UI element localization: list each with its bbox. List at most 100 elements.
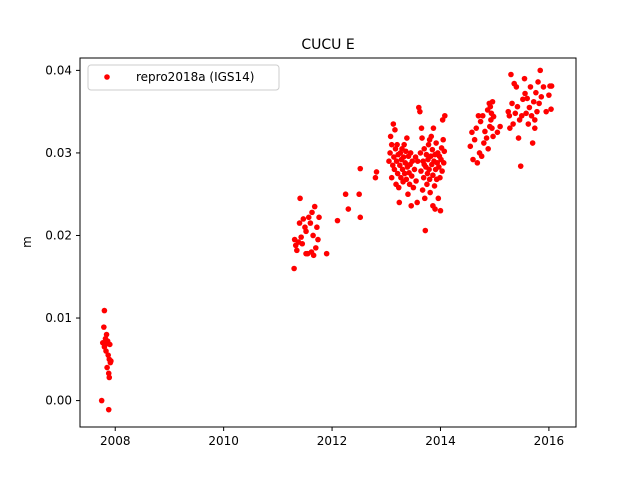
data-point xyxy=(410,184,417,191)
data-point xyxy=(386,158,392,164)
data-point xyxy=(403,176,410,183)
data-point xyxy=(426,166,432,173)
data-point xyxy=(407,150,414,156)
data-point xyxy=(513,84,520,90)
y-tick-label: 0.01 xyxy=(45,311,72,325)
data-point xyxy=(307,220,314,226)
data-point xyxy=(101,324,107,330)
y-axis: 0.00 0.01 0.02 0.03 0.04 xyxy=(45,63,80,408)
data-point xyxy=(372,174,379,181)
data-point xyxy=(529,140,536,146)
data-point xyxy=(422,227,429,234)
data-point xyxy=(388,174,395,181)
data-point xyxy=(483,135,490,141)
data-point xyxy=(418,168,424,174)
data-point xyxy=(408,173,415,179)
data-point xyxy=(345,206,352,212)
data-point xyxy=(316,214,322,221)
data-point xyxy=(437,174,443,181)
data-point xyxy=(398,174,404,181)
data-point xyxy=(535,79,541,85)
data-point xyxy=(442,112,448,119)
data-point xyxy=(470,156,476,163)
data-point xyxy=(427,153,434,160)
data-point xyxy=(538,93,545,100)
data-point xyxy=(405,191,411,198)
data-point xyxy=(104,364,110,371)
data-point xyxy=(305,214,312,221)
data-point xyxy=(426,136,433,143)
data-point xyxy=(391,154,397,160)
data-point xyxy=(395,184,402,191)
data-point xyxy=(105,406,112,413)
data-point xyxy=(546,92,552,98)
legend: repro2018a (IGS14) xyxy=(87,64,280,91)
y-axis-label: m xyxy=(20,236,34,248)
data-point xyxy=(527,84,534,90)
data-point xyxy=(436,164,442,170)
data-point xyxy=(487,103,494,110)
data-point xyxy=(423,151,430,158)
x-tick-label: 2014 xyxy=(425,434,456,448)
data-point xyxy=(490,133,496,140)
data-point xyxy=(467,143,474,150)
data-point xyxy=(105,370,112,377)
data-point xyxy=(540,84,547,90)
data-point xyxy=(412,154,419,160)
data-point xyxy=(518,112,525,119)
data-point xyxy=(506,112,513,119)
data-point xyxy=(485,146,491,152)
data-point xyxy=(430,172,436,179)
data-point xyxy=(309,209,315,216)
data-point xyxy=(517,163,524,169)
data-point xyxy=(430,125,437,131)
data-point xyxy=(475,112,482,119)
y-tick-label: 0.04 xyxy=(45,63,72,77)
data-point xyxy=(509,100,515,107)
data-point xyxy=(356,191,362,198)
data-point xyxy=(421,161,428,168)
data-point xyxy=(515,135,522,141)
data-point xyxy=(521,75,528,82)
data-point xyxy=(516,117,523,123)
data-point xyxy=(533,89,539,96)
data-point xyxy=(433,140,439,146)
data-point xyxy=(439,168,445,174)
data-point xyxy=(478,153,485,160)
data-point xyxy=(296,220,303,226)
data-point xyxy=(441,148,448,155)
data-point xyxy=(435,195,442,202)
data-point xyxy=(390,121,397,127)
data-point xyxy=(297,195,303,202)
data-point xyxy=(406,181,413,188)
data-point xyxy=(103,331,110,338)
data-point xyxy=(314,224,320,231)
data-point xyxy=(524,95,531,102)
data-point xyxy=(303,228,309,235)
data-point xyxy=(392,127,398,133)
data-point xyxy=(400,154,407,160)
data-point xyxy=(414,158,421,164)
x-axis: 2008 2010 2012 2014 2016 xyxy=(100,427,564,448)
data-point xyxy=(357,214,364,221)
x-tick-label: 2012 xyxy=(317,434,348,448)
data-point xyxy=(397,162,403,169)
data-point xyxy=(357,165,364,172)
data-point xyxy=(313,245,319,251)
data-point xyxy=(497,123,503,130)
data-point xyxy=(387,133,394,140)
data-point xyxy=(530,98,537,105)
data-point xyxy=(334,217,341,224)
data-point xyxy=(474,160,481,166)
data-point xyxy=(101,307,108,314)
data-point xyxy=(394,141,400,148)
data-point xyxy=(98,397,105,404)
data-point xyxy=(421,195,428,202)
data-point xyxy=(294,247,300,254)
data-point xyxy=(408,202,415,209)
data-point xyxy=(291,265,297,272)
legend-label: repro2018a (IGS14) xyxy=(136,70,254,84)
data-point xyxy=(489,125,495,131)
data-point xyxy=(471,136,478,143)
